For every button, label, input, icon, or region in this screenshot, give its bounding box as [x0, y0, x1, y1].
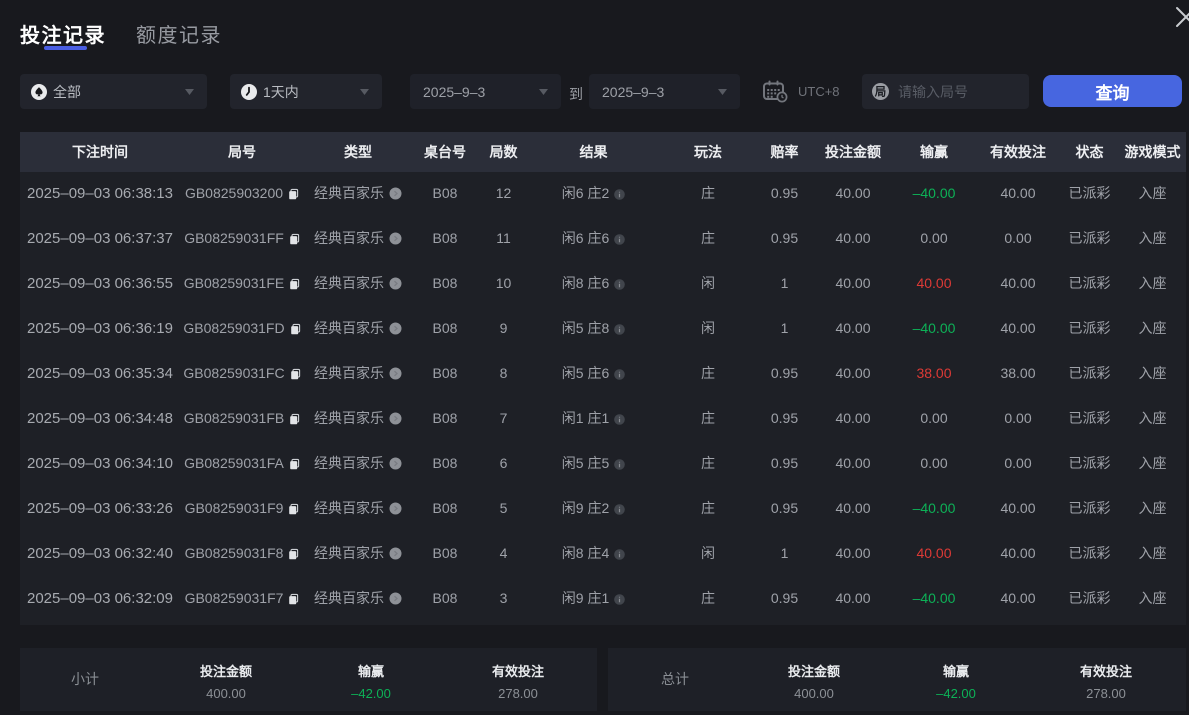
svg-text:局: 局	[874, 85, 887, 98]
